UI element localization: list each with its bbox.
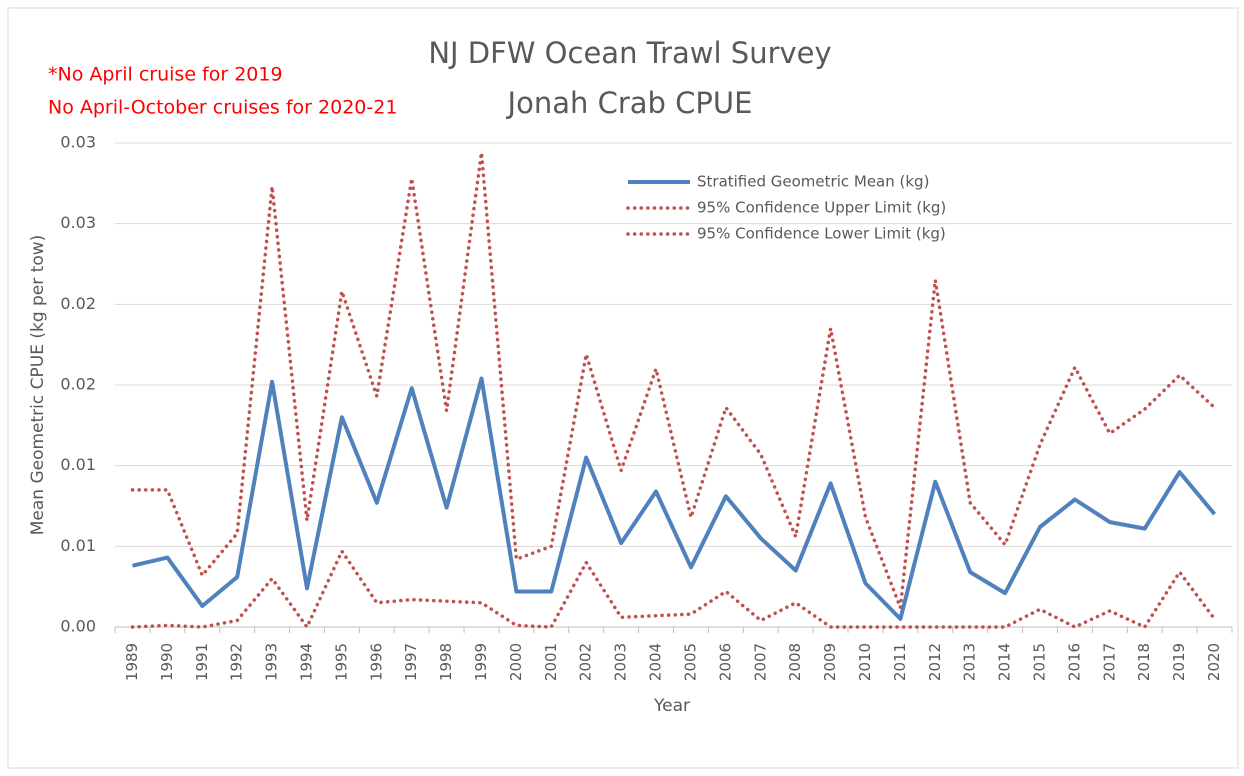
x-tick-label: 2017	[1100, 643, 1118, 681]
annotation: No April-October cruises for 2020-21	[48, 97, 397, 119]
x-tick-label: 2011	[891, 643, 909, 681]
series-line	[130, 549, 1217, 629]
y-tick-label: 0.02	[60, 294, 96, 313]
x-tick-label: 2000	[507, 643, 525, 681]
x-tick-label: 2008	[786, 643, 804, 681]
y-axis-title: Mean Geometric CPUE (kg per tow)	[28, 235, 48, 536]
x-tick-label: 1992	[228, 643, 246, 681]
x-tick-label: 2004	[647, 643, 665, 681]
x-tick-label: 1991	[193, 643, 211, 681]
y-tick-label: 0.01	[60, 455, 96, 474]
y-tick-label: 0.01	[60, 536, 96, 555]
legend-label: Stratified Geometric Mean (kg)	[697, 173, 929, 191]
y-tick-label: 0.03	[60, 213, 96, 232]
chart-subtitle: Jonah Crab CPUE	[506, 86, 753, 120]
x-tick-label: 1997	[402, 643, 420, 681]
legend-label: 95% Confidence Lower Limit (kg)	[697, 225, 946, 243]
x-tick-label: 2003	[612, 643, 630, 681]
chart-frame	[7, 7, 1239, 769]
x-tick-label: 1998	[437, 643, 455, 681]
annotation: *No April cruise for 2019	[48, 64, 283, 86]
series-line	[132, 376, 1217, 621]
x-tick-label: 2007	[751, 643, 769, 681]
x-tick-label: 1999	[472, 643, 490, 681]
x-tick-label: 1995	[332, 643, 350, 681]
legend-label: 95% Confidence Upper Limit (kg)	[697, 199, 946, 217]
x-tick-label: 2006	[716, 643, 734, 681]
x-tick-label: 2013	[961, 643, 979, 681]
x-tick-label: 2016	[1065, 643, 1083, 681]
x-axis-title: Year	[653, 696, 690, 716]
y-tick-label: 0.03	[60, 133, 96, 152]
x-tick-label: 1993	[263, 643, 281, 681]
x-tick-label: 2002	[577, 643, 595, 681]
x-tick-label: 2012	[926, 643, 944, 681]
x-tick-label: 2018	[1135, 643, 1153, 681]
y-tick-label: 0.00	[60, 617, 96, 636]
x-tick-label: 2015	[1031, 643, 1049, 681]
series-line	[130, 150, 1217, 610]
x-tick-label: 1989	[123, 643, 141, 681]
x-tick-label: 2020	[1205, 643, 1223, 681]
x-tick-label: 2001	[542, 643, 560, 681]
chart-title: NJ DFW Ocean Trawl Survey	[428, 36, 831, 70]
x-tick-label: 2005	[681, 643, 699, 681]
x-tick-label: 2010	[856, 643, 874, 681]
x-tick-label: 2009	[821, 643, 839, 681]
y-tick-label: 0.02	[60, 375, 96, 394]
x-tick-label: 1996	[367, 643, 385, 681]
x-tick-label: 2019	[1170, 643, 1188, 681]
x-tick-label: 2014	[996, 643, 1014, 681]
x-tick-label: 1994	[297, 643, 315, 681]
x-tick-label: 1990	[158, 643, 176, 681]
